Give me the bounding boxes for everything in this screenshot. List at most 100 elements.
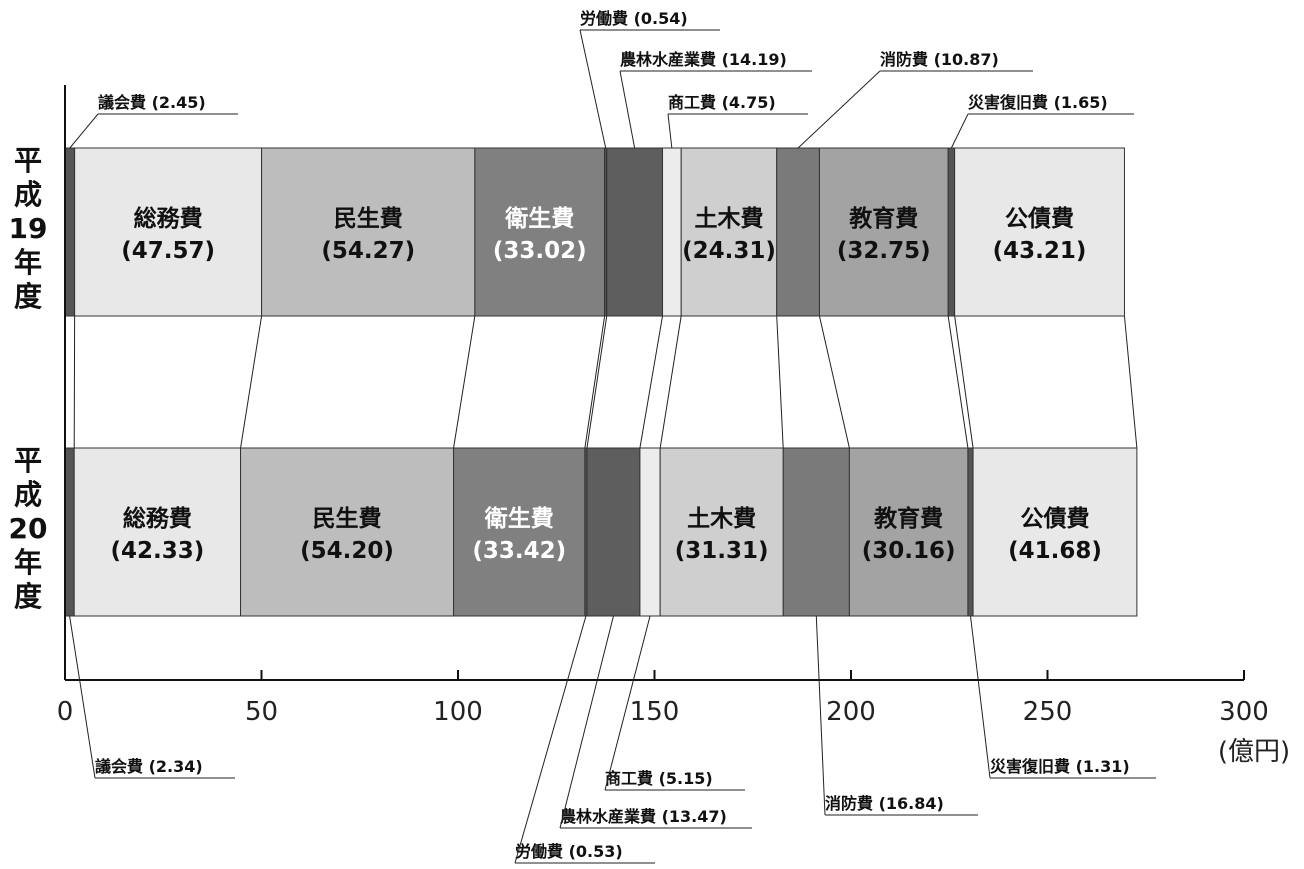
callout-leader [950, 113, 969, 149]
bar-segment-2-衛生費 [453, 447, 586, 617]
callout-leader [969, 615, 991, 779]
callout-label: 災害復旧費 (1.31) [990, 757, 1130, 776]
segment-value-label: (24.31) [682, 238, 776, 264]
connector-line [240, 315, 263, 449]
bar-segment-2-商工費 [639, 447, 661, 617]
callout-leader [619, 70, 636, 149]
x-axis: 0 50 100 150 200 250 300 (億円) [57, 85, 1290, 767]
bar-segment-2-総務費 [73, 447, 242, 617]
callout-label: 議会費 (2.34) [95, 757, 203, 776]
segment-value-label: (33.02) [493, 238, 587, 264]
bar-segment-1-土木費 [680, 147, 778, 317]
segment-name-label: 衛生費 [504, 205, 574, 232]
callout-shoukou-h20: 商工費 (5.15) [604, 615, 745, 791]
bar-segment-2-災害復旧費 [967, 447, 974, 617]
segment-value-label: (41.68) [1008, 538, 1102, 564]
segment-name-label: 公債費 [1005, 206, 1074, 232]
callout-label: 農林水産業費 (13.47) [560, 807, 727, 826]
x-tick-label: 100 [433, 697, 483, 727]
bar-segment-2-民生費 [240, 447, 455, 617]
callout-label: 労働費 (0.53) [515, 842, 623, 861]
segment-name-label: 総務費 [123, 505, 192, 532]
row-label-char: 度 [14, 580, 42, 613]
bar-segment-1-災害復旧費 [947, 147, 956, 317]
segment-value-label: (54.20) [300, 538, 394, 564]
callout-label: 消防費 (10.87) [880, 50, 999, 69]
connector-line [584, 315, 606, 449]
segment-name-label: 教育費 [874, 505, 943, 532]
segment-name-label: 教育費 [849, 205, 918, 232]
row-label-char: 20 [9, 512, 48, 545]
callout-label: 災害復旧費 (1.65) [968, 93, 1108, 112]
segment-value-label: (31.31) [675, 538, 769, 564]
bar-segment-1-教育費 [818, 147, 949, 317]
x-tick-label: 150 [630, 697, 680, 727]
segment-labels: 総務費 (47.57) 民生費 (54.27) 衛生費 (33.02) 土木費 (24.31)… [110, 205, 1101, 564]
callout-leader [514, 615, 587, 864]
callout-leader [604, 615, 651, 791]
bar-segment-2-農林水産業費 [586, 447, 641, 617]
row-label-char: 度 [14, 280, 42, 313]
connector-line [954, 315, 974, 449]
x-tick-label: 200 [826, 697, 876, 727]
row-label-char: 年 [14, 246, 42, 279]
row-label-char: 成 [14, 178, 42, 211]
segment-value-label: (43.21) [993, 238, 1087, 264]
callout-leader [815, 615, 826, 816]
callout-saigai-h19: 災害復旧費 (1.65) [950, 93, 1134, 149]
segment-value-label: (33.42) [472, 538, 566, 564]
callout-label: 商工費 (4.75) [668, 93, 776, 112]
callout-roudouhi-h20: 労働費 (0.53) [514, 615, 655, 864]
callout-leader [667, 113, 673, 149]
row-label-char: 成 [14, 478, 42, 511]
callout-nourin-h20: 農林水産業費 (13.47) [559, 615, 752, 829]
callouts: 議会費 (2.45) 労働費 (0.54) 農林水産業費 (14.19) 商工費 (4… [69, 9, 1156, 864]
callout-leader [579, 29, 607, 149]
callout-label: 農林水産業費 (14.19) [620, 50, 787, 69]
bar-segment-2-消防費 [782, 447, 850, 617]
segment-value-label: (42.33) [110, 538, 204, 564]
segment-name-label: 民生費 [313, 506, 382, 532]
callout-gikaihi-h20: 議会費 (2.34) [69, 615, 235, 779]
segment-value-label: (30.16) [862, 538, 956, 564]
x-tick-label: 300 [1219, 697, 1269, 727]
bars [64, 147, 1138, 617]
segment-name-label: 衛生費 [484, 505, 554, 532]
bar-segment-1-総務費 [74, 147, 263, 317]
callout-leader [69, 113, 99, 149]
row-label-char: 平 [14, 144, 42, 177]
x-tick-label: 250 [1023, 697, 1073, 727]
connector-line [776, 315, 784, 449]
bar-segment-2-議会費 [64, 447, 75, 617]
segment-name-label: 土木費 [694, 206, 763, 232]
callout-leader [797, 70, 881, 149]
callout-leader [559, 615, 614, 829]
callout-saigai-h20: 災害復旧費 (1.31) [969, 615, 1156, 779]
row-label-char: 19 [9, 212, 48, 245]
callout-gikaihi-h19: 議会費 (2.45) [69, 93, 238, 149]
connector-line [818, 315, 850, 449]
callout-label: 労働費 (0.54) [580, 9, 688, 28]
connector-lines [73, 315, 1138, 449]
callout-shoubou-h20: 消防費 (16.84) [815, 615, 978, 816]
bar-segment-1-消防費 [776, 147, 820, 317]
segment-value-label: (47.57) [121, 238, 215, 264]
callout-label: 消防費 (16.84) [825, 794, 944, 813]
segment-name-label: 総務費 [134, 205, 203, 232]
bar-segment-1-議会費 [64, 147, 76, 317]
callout-shoukou-h19: 商工費 (4.75) [667, 93, 808, 149]
connector-line [659, 315, 682, 449]
x-tick-label: 0 [57, 697, 74, 727]
segment-value-label: (32.75) [837, 238, 931, 264]
row-label-char: 年 [14, 546, 42, 579]
bar-segment-2-土木費 [659, 447, 784, 617]
callout-label: 商工費 (5.15) [605, 769, 713, 788]
connector-line [1123, 315, 1138, 449]
callout-shoubou-h19: 消防費 (10.87) [797, 50, 1033, 149]
bar-segment-2-教育費 [848, 447, 969, 617]
callout-nourin-h19: 農林水産業費 (14.19) [619, 50, 812, 149]
row-label-char: 平 [14, 444, 42, 477]
segment-name-label: 土木費 [687, 506, 756, 532]
bar-segment-2-公債費 [972, 447, 1138, 617]
